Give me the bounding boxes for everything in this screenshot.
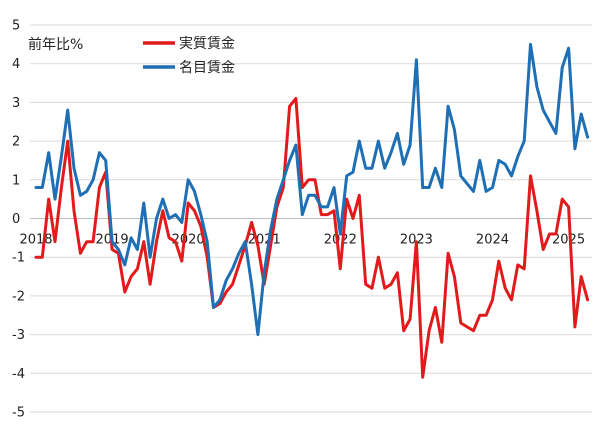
x-tick-label: 2024 xyxy=(476,233,509,248)
x-tick-label: 2022 xyxy=(324,233,357,248)
x-tick-label: 2025 xyxy=(552,233,585,248)
series-lines xyxy=(34,42,590,379)
y-tick-label: 2 xyxy=(12,135,20,150)
legend-label: 名目賃金 xyxy=(179,60,235,76)
y-tick-label: 0 xyxy=(12,212,20,227)
grid-lines xyxy=(30,24,592,413)
y-tick-label: 1 xyxy=(12,173,20,188)
y-tick-label: -3 xyxy=(12,328,25,343)
y-tick-label: -1 xyxy=(12,251,25,266)
y-tick-label: -5 xyxy=(12,406,25,421)
x-tick-label: 2018 xyxy=(19,233,52,248)
y-axis-label: 前年比% xyxy=(28,36,83,53)
y-axis-ticks: 5 4 3 2 1 0 -1 -2 -3 -4 -5 xyxy=(12,19,25,421)
x-tick-label: 2021 xyxy=(248,233,281,248)
y-tick-label: 4 xyxy=(12,57,20,72)
x-tick-label: 2023 xyxy=(400,233,433,248)
x-axis-ticks: 2018 2019 2020 2021 2022 2023 2024 2025 xyxy=(19,233,585,248)
legend-label: 実質賃金 xyxy=(179,36,235,52)
y-tick-label: -4 xyxy=(12,367,25,382)
x-tick-label: 2020 xyxy=(172,233,205,248)
series-line-1 xyxy=(34,42,590,337)
y-tick-label: 5 xyxy=(12,19,20,34)
series-line-0 xyxy=(34,97,590,379)
y-tick-label: 3 xyxy=(12,96,20,111)
y-tick-label: -2 xyxy=(12,289,25,304)
